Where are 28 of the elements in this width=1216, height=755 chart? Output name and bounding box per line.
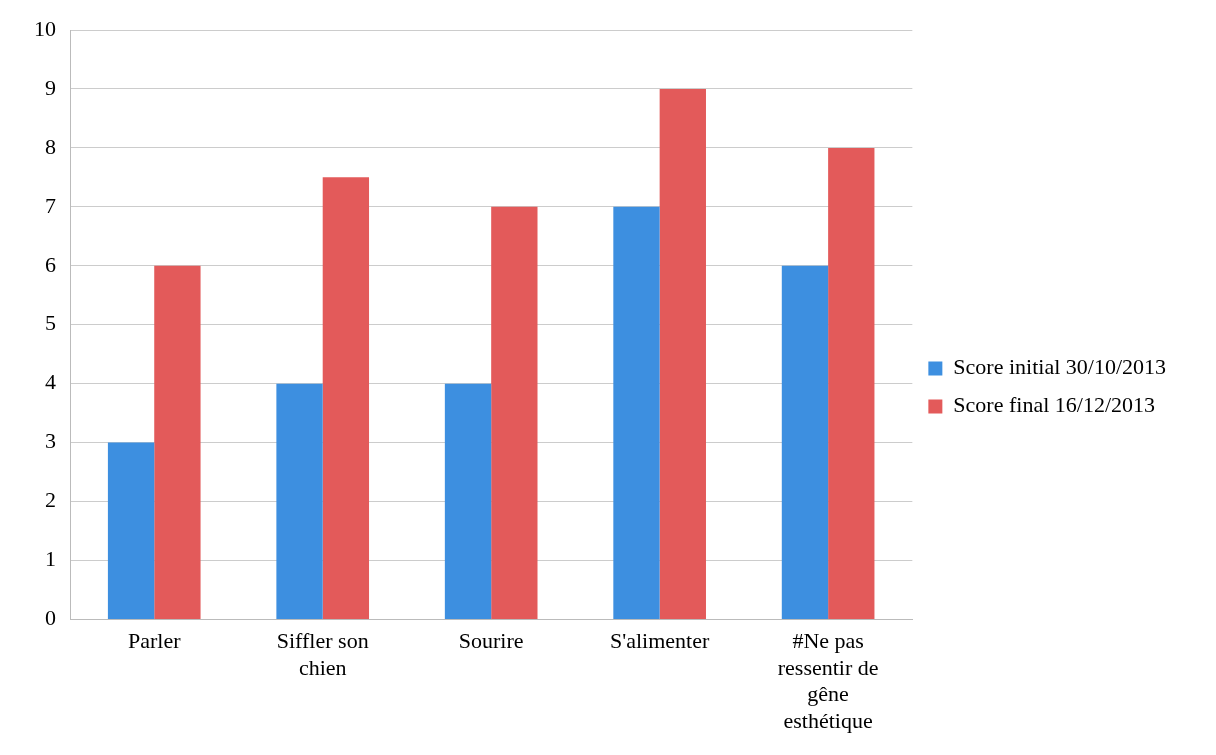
y-tick-label: 3 — [45, 428, 56, 454]
bar — [781, 265, 829, 619]
x-tick-label: Parler — [127, 628, 182, 654]
y-tick-label: 2 — [45, 487, 56, 513]
bar — [322, 177, 370, 619]
legend-label: Score initial 30/10/2013 — [953, 354, 1167, 380]
bar — [276, 383, 323, 619]
y-tick-label: 5 — [45, 310, 56, 336]
bar — [444, 383, 492, 619]
x-tick-label: Siffler son chien — [276, 628, 369, 680]
y-tick-label: 1 — [45, 546, 56, 572]
y-tick-label: 7 — [45, 192, 56, 218]
bar — [107, 442, 155, 619]
bar — [613, 206, 660, 619]
bar — [659, 88, 706, 619]
y-tick-label: 0 — [45, 605, 56, 631]
x-tick-label: #Ne pas ressentir de gêne esthétique — [777, 628, 879, 733]
y-tick-label: 8 — [45, 133, 56, 159]
legend-label: Score final 16/12/2013 — [953, 392, 1155, 418]
x-tick-label: Sourire — [458, 628, 524, 654]
bar — [154, 265, 201, 619]
y-tick-label: 10 — [34, 15, 56, 41]
bar — [491, 206, 538, 619]
bar — [828, 147, 875, 619]
y-tick-label: 6 — [45, 251, 56, 277]
y-tick-label: 4 — [45, 369, 56, 395]
x-tick-label: S'alimenter — [610, 628, 710, 654]
y-tick-label: 9 — [45, 74, 56, 100]
